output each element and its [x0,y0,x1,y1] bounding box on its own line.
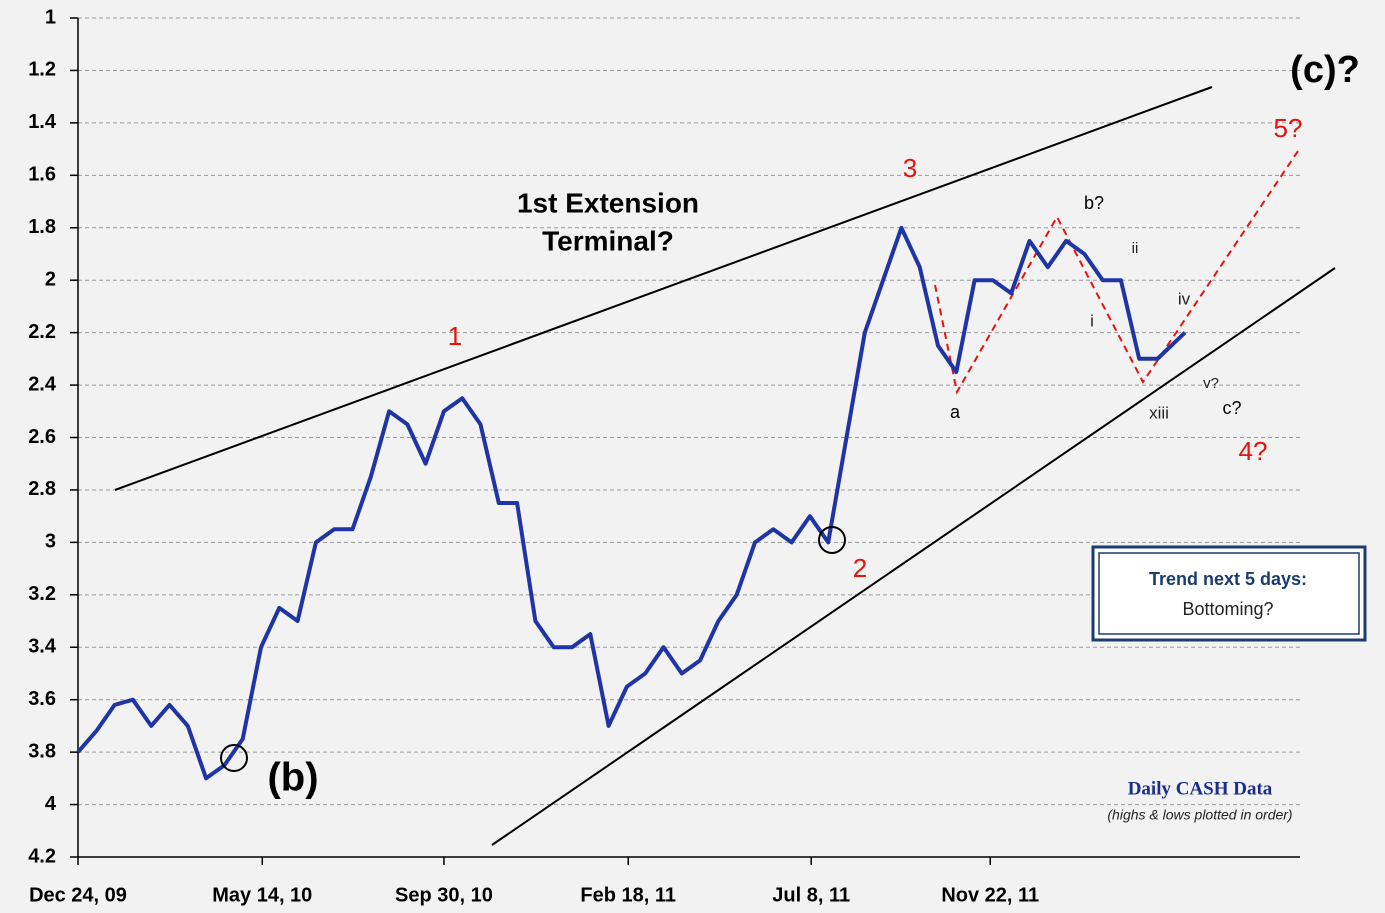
y-tick-label: 3.2 [28,583,56,605]
annotation: 3 [903,153,917,183]
annotation: 1st Extension [517,187,699,218]
annotation: 1 [448,321,462,351]
annotation: (c)? [1290,49,1360,91]
x-tick-label: Sep 30, 10 [395,884,493,906]
x-tick-label: Dec 24, 09 [29,884,127,906]
series-line [76,225,1187,781]
x-tick-label: Nov 22, 11 [941,884,1039,906]
y-tick-label: 2.6 [28,426,56,448]
info-box-inner [1098,552,1360,635]
annotation: Terminal? [542,225,674,256]
plot [76,225,1187,781]
source-note: (highs & lows plotted in order) [1107,807,1292,823]
y-tick-label: 2 [45,268,56,290]
info-title: Trend next 5 days: [1149,569,1307,589]
y-tick-label: 3.4 [28,636,57,658]
annotation: 4? [1239,436,1268,466]
y-tick-label: 3.6 [28,688,56,710]
x-tick-label: May 14, 10 [212,884,312,906]
y-tick-label: 1.6 [28,164,56,186]
lower-channel [491,267,1336,846]
y-tick-label: 1.2 [28,59,56,81]
y-tick-label: 1.4 [28,111,57,133]
y-tick-label: 2.8 [28,478,56,500]
y-tick-label: 3 [45,531,56,553]
y-tick-label: 3.8 [28,740,56,762]
annotation: iv [1178,289,1191,308]
annotation: 5? [1274,113,1303,143]
annotation: c? [1222,398,1241,418]
source-label: Daily CASH Data [1128,778,1273,799]
annotation: ii [1132,240,1139,257]
annotation: b? [1084,193,1104,213]
circle-marker [220,744,248,772]
info-text: Bottoming? [1182,599,1273,619]
info-box [1091,545,1367,642]
x-tick-label: Feb 18, 11 [580,884,676,906]
upper-channel [114,86,1213,491]
y-tick-label: 2.2 [28,321,56,343]
annotation: xiii [1149,403,1169,422]
annotation: a [950,402,961,422]
y-tick-label: 1.8 [28,216,56,238]
circle-marker [818,526,846,554]
y-tick-label: 4 [45,793,57,815]
x-tick-label: Jul 8, 11 [772,884,850,906]
y-tick-label: 2.4 [28,373,57,395]
annotation: v? [1203,375,1219,392]
annotation: 2 [853,553,867,583]
wave-path [934,147,1301,395]
annotation: (b) [267,756,318,800]
annotation: i [1090,311,1094,330]
y-tick-label: 1 [45,6,56,28]
y-tick-label: 4.2 [28,845,56,867]
